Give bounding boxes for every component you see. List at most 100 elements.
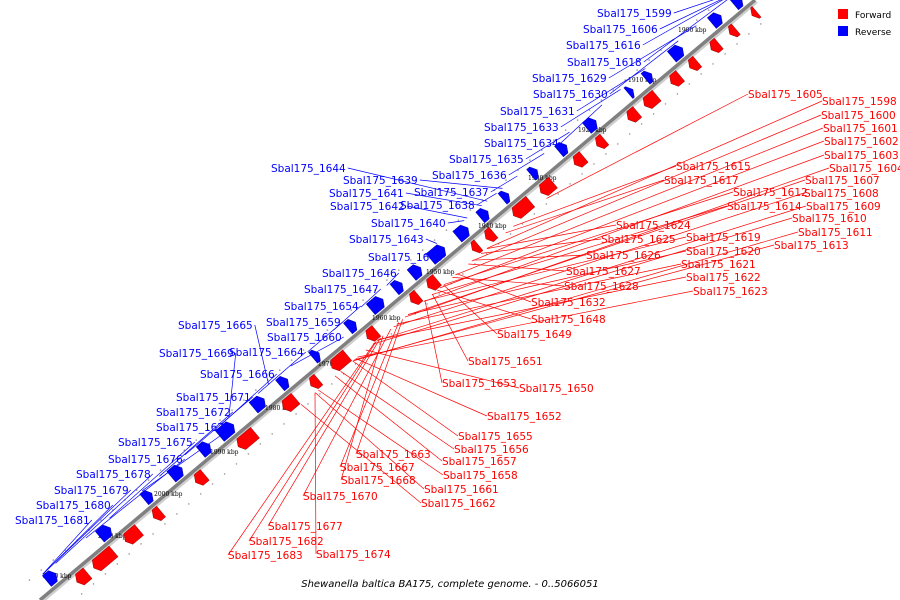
forward-gene-label: Sbal175_1615 (676, 161, 751, 173)
leader-line (314, 392, 317, 555)
minor-tick (278, 369, 281, 371)
leader-line (480, 238, 602, 254)
minor-tick (612, 89, 615, 91)
minor-tick (231, 409, 233, 411)
leader-line (406, 205, 468, 219)
leader-line (347, 167, 488, 202)
kbp-tick-label: 1930 kbp (528, 175, 557, 182)
reverse-gene-10 (365, 296, 385, 316)
minor-tick (652, 113, 655, 115)
minor-tick (521, 223, 524, 225)
reverse-gene-label: Sbal175_1681 (15, 515, 90, 527)
kbp-tick-label: 1910 kbp (628, 77, 657, 84)
leader-line (419, 179, 503, 189)
minor-tick (211, 483, 214, 485)
minor-tick (569, 183, 571, 185)
forward-gene-8 (330, 349, 353, 372)
minor-tick (164, 523, 166, 525)
forward-gene-label: Sbal175_1598 (822, 96, 897, 108)
minor-tick (564, 129, 567, 131)
minor-tick (545, 203, 548, 205)
minor-tick (207, 429, 209, 431)
forward-gene-label: Sbal175_1677 (268, 521, 343, 533)
minor-tick (628, 133, 631, 135)
reverse-gene-label: Sbal175_1659 (266, 317, 341, 329)
minor-tick (748, 33, 750, 35)
leader-line (340, 371, 455, 450)
minor-tick (433, 239, 436, 241)
reverse-gene-label: Sbal175_1675 (118, 437, 193, 449)
minor-tick (116, 563, 119, 565)
axis-shadow (40, 0, 758, 600)
leader-line (468, 263, 567, 272)
forward-gene-label: Sbal175_1657 (442, 456, 517, 468)
minor-tick (290, 359, 293, 361)
leader-line (184, 396, 254, 456)
minor-tick (223, 473, 226, 475)
reverse-gene-label: Sbal175_1637 (414, 187, 489, 199)
minor-tick (636, 69, 638, 71)
minor-tick (712, 63, 714, 65)
leader-line (405, 192, 482, 207)
minor-tick (255, 389, 257, 391)
minor-tick (243, 399, 245, 401)
forward-gene-label: Sbal175_1661 (424, 484, 499, 496)
leader-line (608, 25, 697, 79)
minor-tick (438, 293, 440, 295)
minor-tick (92, 583, 95, 585)
label-leader-lines (42, 0, 830, 575)
leader-line (248, 341, 377, 542)
forward-gene-12 (470, 239, 484, 254)
genome-axis (38, 0, 758, 600)
leader-line (642, 0, 724, 46)
reverse-gene-8 (308, 349, 321, 364)
forward-gene-label: Sbal175_1613 (774, 240, 849, 252)
forward-gene-label: Sbal175_1605 (748, 89, 823, 101)
forward-gene-label: Sbal175_1620 (686, 246, 761, 258)
reverse-gene-label: Sbal175_1646 (322, 268, 397, 280)
reverse-gene-6 (248, 395, 266, 414)
reverse-gene-label: Sbal175_1630 (533, 89, 608, 101)
minor-tick (462, 273, 464, 275)
minor-tick (684, 29, 686, 31)
reverse-gene-label: Sbal175_1629 (532, 73, 607, 85)
reverse-gene-20 (623, 86, 635, 99)
forward-gene-11 (426, 274, 442, 291)
leader-line (141, 426, 234, 492)
forward-gene-label: Sbal175_1621 (681, 259, 756, 271)
minor-tick (271, 433, 274, 435)
forward-gene-22 (709, 37, 724, 53)
forward-gene-6 (281, 392, 301, 412)
reverse-gene-7 (275, 376, 290, 392)
leader-line (659, 0, 721, 30)
forward-gene-label: Sbal175_1651 (468, 356, 543, 368)
reverse-gene-11 (389, 280, 404, 296)
leader-line (254, 324, 269, 385)
leader-line (109, 441, 196, 519)
forward-gene-label: Sbal175_1610 (792, 213, 867, 225)
leader-line (227, 342, 375, 556)
legend-reverse-label: Reverse (855, 28, 892, 38)
minor-tick (605, 153, 607, 155)
forward-gene-label: Sbal175_1619 (686, 232, 761, 244)
reverse-gene-label: Sbal175_1666 (200, 369, 275, 381)
minor-tick (457, 219, 460, 221)
minor-tick (553, 139, 555, 141)
forward-gene-label: Sbal175_1601 (823, 123, 898, 135)
reverse-gene-label: Sbal175_1664 (229, 347, 304, 359)
leader-line (423, 254, 445, 258)
forward-gene-label: Sbal175_1614 (727, 201, 802, 213)
leader-line (360, 288, 382, 308)
reverse-gene-label: Sbal175_1678 (76, 469, 151, 481)
forward-gene-label: Sbal175_1611 (798, 227, 873, 239)
reverse-gene-1 (94, 524, 113, 543)
forward-gene-24 (750, 6, 762, 19)
leader-line (85, 458, 186, 539)
forward-gene-label: Sbal175_1650 (519, 383, 594, 395)
minor-tick (80, 593, 83, 595)
minor-tick (40, 569, 43, 571)
leader-line (42, 519, 93, 575)
leader-line (456, 273, 532, 303)
reverse-gene-label: Sbal175_1634 (484, 138, 559, 150)
